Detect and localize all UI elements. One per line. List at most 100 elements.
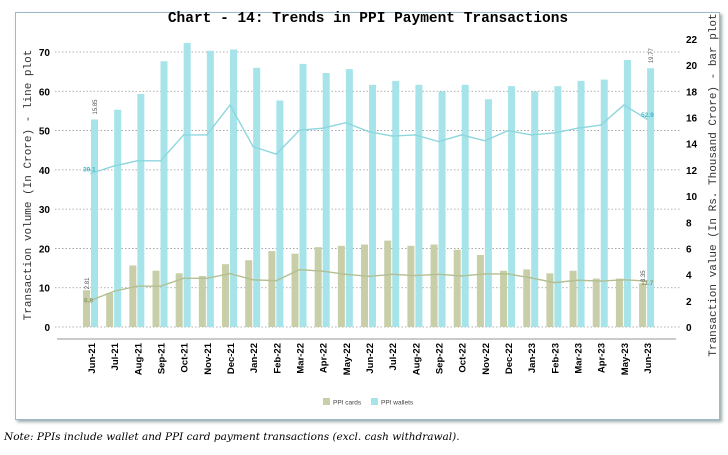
y-left-tick-label: 60 — [39, 87, 51, 98]
line-point — [252, 279, 254, 281]
legend-label-ppi-wallets: PPI wallets — [381, 400, 414, 407]
x-tick-label: Jan-23 — [527, 343, 538, 373]
legend-swatch-ppi-wallets — [371, 398, 378, 405]
line-point — [298, 129, 301, 131]
line-point — [275, 153, 278, 155]
x-tick-label: Aug-21 — [133, 342, 144, 375]
x-tick-label: Sep-21 — [157, 342, 168, 374]
data-label: 2.81 — [85, 277, 91, 289]
line-point — [368, 275, 370, 278]
chart-title: Chart - 14: Trends in PPI Payment Transa… — [168, 11, 568, 27]
legend-swatch-ppi-cards — [323, 398, 330, 405]
bar-ppi-cards — [500, 270, 508, 327]
bar-ppi-wallets — [230, 49, 238, 328]
line-point — [553, 281, 556, 284]
bar-ppi-cards — [314, 247, 322, 327]
bar-ppi-wallets — [322, 73, 330, 327]
bar-ppi-cards — [569, 270, 577, 327]
x-tick-label: Jun-22 — [365, 343, 376, 374]
bar-ppi-cards — [291, 253, 299, 327]
x-tick-label: May-23 — [620, 343, 631, 375]
line-point — [391, 273, 394, 276]
line-point — [530, 277, 533, 279]
bar-ppi-cards — [337, 245, 345, 327]
data-label: 39.1 — [83, 166, 96, 173]
bar-ppi-cards — [222, 264, 230, 327]
line-point — [460, 134, 463, 136]
bar-ppi-wallets — [508, 86, 516, 327]
bar-ppi-wallets — [91, 119, 98, 327]
bar-ppi-cards — [361, 244, 369, 327]
bar-ppi-cards — [407, 245, 415, 327]
bar-ppi-wallets — [392, 80, 400, 328]
bar-ppi-cards — [430, 244, 438, 327]
bar-ppi-wallets — [600, 79, 608, 327]
bar-ppi-wallets — [484, 99, 492, 327]
bar-ppi-wallets — [276, 100, 284, 327]
data-label: 3.35 — [641, 270, 647, 282]
line-point — [391, 135, 394, 137]
line-point — [90, 172, 92, 175]
y-left-tick-label: 10 — [39, 284, 51, 295]
footnote: Note: PPIs include wallet and PPI card p… — [4, 431, 460, 443]
bar-ppi-wallets — [577, 80, 585, 328]
y-left-tick-label: 40 — [39, 166, 51, 177]
bar-ppi-cards — [615, 278, 623, 327]
bar-ppi-cards — [384, 240, 392, 327]
bar-ppi-cards — [175, 273, 183, 327]
x-tick-label: Dec-22 — [504, 343, 515, 374]
line-point — [321, 127, 324, 130]
bar-ppi-cards — [639, 283, 647, 327]
line-point — [414, 134, 417, 136]
y-left-tick-label: 0 — [44, 323, 50, 334]
line-point — [599, 124, 602, 126]
y-right-tick-label: 16 — [686, 114, 698, 125]
bar-ppi-cards — [268, 251, 276, 327]
bar-ppi-cards — [106, 292, 114, 327]
bar-ppi-cards — [245, 260, 253, 327]
bar-ppi-wallets — [369, 84, 377, 328]
line-point — [553, 132, 556, 134]
y-right-tick-label: 8 — [686, 218, 692, 229]
bar-ppi-wallets — [183, 42, 191, 327]
y-axis-right-label: Transaction value (In Rs. Thousand Crore… — [708, 13, 720, 356]
x-tick-label: Nov-22 — [481, 343, 492, 375]
y-right-tick-label: 0 — [686, 323, 692, 334]
line-point — [368, 130, 370, 133]
x-tick-label: Apr-23 — [597, 343, 608, 373]
data-label: 19.77 — [649, 48, 655, 64]
line-point — [90, 299, 92, 302]
line-point — [229, 272, 231, 275]
bar-ppi-wallets — [253, 67, 261, 328]
line-point — [507, 273, 509, 275]
x-tick-label: Aug-22 — [411, 343, 422, 375]
bar-ppi-wallets — [554, 86, 562, 327]
bar-ppi-wallets — [623, 59, 631, 327]
line-point — [437, 273, 440, 276]
bar-ppi-cards — [83, 290, 90, 327]
y-right-tick-label: 10 — [686, 192, 698, 203]
line-point — [136, 160, 139, 162]
x-tick-label: Apr-22 — [319, 343, 330, 373]
data-label: 52.9 — [641, 112, 654, 119]
data-label: 15.85 — [93, 99, 99, 115]
line-point — [229, 104, 231, 106]
bar-ppi-cards — [129, 265, 137, 327]
y-left-tick-label: 30 — [39, 205, 51, 216]
y-left-tick-label: 20 — [39, 244, 51, 255]
line-point — [113, 165, 115, 167]
y-right-tick-label: 12 — [686, 166, 698, 177]
y-right-tick-label: 18 — [686, 87, 698, 98]
line-point — [182, 277, 185, 280]
bar-ppi-wallets — [531, 91, 539, 327]
line-point — [576, 127, 579, 130]
line-point — [345, 121, 347, 124]
bar-ppi-wallets — [461, 84, 469, 328]
y-right-tick-label: 20 — [686, 61, 698, 72]
y-left-tick-label: 70 — [39, 48, 51, 59]
line-point — [646, 280, 648, 282]
x-tick-label: Sep-22 — [435, 343, 446, 374]
line-point — [623, 104, 625, 106]
y-right-tick-label: 2 — [686, 297, 692, 308]
bar-ppi-cards — [476, 255, 484, 327]
